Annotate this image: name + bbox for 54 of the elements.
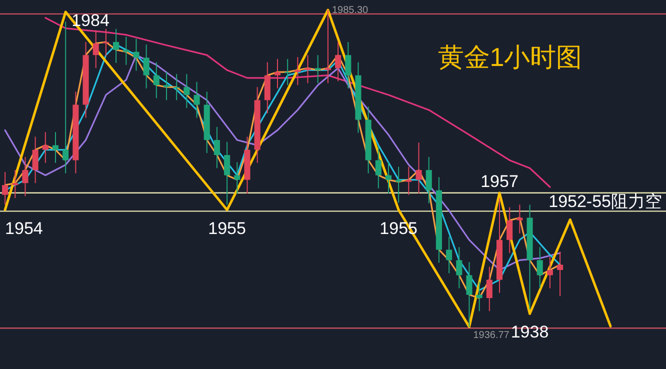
candlestick bbox=[224, 141, 230, 206]
candlestick bbox=[92, 30, 99, 69]
candlestick bbox=[385, 162, 392, 194]
candlestick bbox=[12, 170, 18, 199]
candlestick bbox=[546, 256, 553, 289]
candlestick bbox=[466, 262, 472, 328]
candlestick bbox=[375, 146, 382, 189]
candlestick bbox=[557, 251, 564, 297]
candlestick bbox=[274, 58, 281, 89]
candlestick bbox=[446, 236, 452, 274]
candlestick bbox=[22, 156, 28, 197]
candlestick bbox=[324, 10, 331, 84]
candlestick bbox=[294, 56, 301, 86]
ref-line-label: 1952-55阻力空 bbox=[548, 192, 662, 212]
text: 黄金1小时图 bbox=[438, 42, 582, 72]
candlestick bbox=[416, 142, 422, 194]
candlestick bbox=[52, 132, 59, 164]
candlestick bbox=[516, 204, 523, 234]
annotation: 1954 bbox=[5, 218, 43, 238]
candlestick bbox=[335, 42, 342, 82]
candlestick bbox=[2, 171, 8, 206]
annotation: 1985.30 bbox=[332, 5, 369, 16]
candlestick bbox=[174, 74, 180, 101]
candlestick bbox=[284, 58, 291, 86]
candlestick bbox=[102, 28, 109, 57]
candlestick bbox=[194, 81, 200, 118]
candlestick bbox=[314, 54, 321, 84]
annotation: 1936.77 bbox=[473, 330, 510, 341]
annotation: 1984 bbox=[72, 10, 110, 30]
candlestick bbox=[143, 44, 150, 89]
candlestick bbox=[153, 62, 160, 99]
candlestick bbox=[506, 206, 513, 254]
candlestick bbox=[486, 266, 492, 312]
candlestick bbox=[163, 72, 170, 101]
annotation: 1938 bbox=[510, 322, 549, 342]
candlestick bbox=[396, 166, 402, 204]
annotation: 1955 bbox=[208, 218, 246, 238]
candlestick bbox=[62, 21, 69, 174]
candlestick bbox=[214, 126, 220, 169]
candlestick bbox=[456, 246, 462, 289]
candlestick bbox=[406, 166, 412, 196]
candlestick bbox=[426, 156, 432, 204]
candlestick bbox=[133, 38, 140, 72]
candlestick bbox=[113, 28, 120, 64]
candlestick bbox=[42, 132, 48, 164]
candlestick bbox=[234, 162, 240, 194]
candlestick bbox=[476, 281, 482, 312]
candlestick bbox=[123, 36, 130, 66]
candlestick bbox=[345, 42, 352, 89]
candlestick bbox=[304, 54, 311, 84]
candlestick bbox=[184, 74, 190, 108]
candlestick bbox=[32, 136, 38, 184]
candlestick bbox=[536, 246, 543, 289]
annotation: 1957 bbox=[480, 172, 518, 191]
